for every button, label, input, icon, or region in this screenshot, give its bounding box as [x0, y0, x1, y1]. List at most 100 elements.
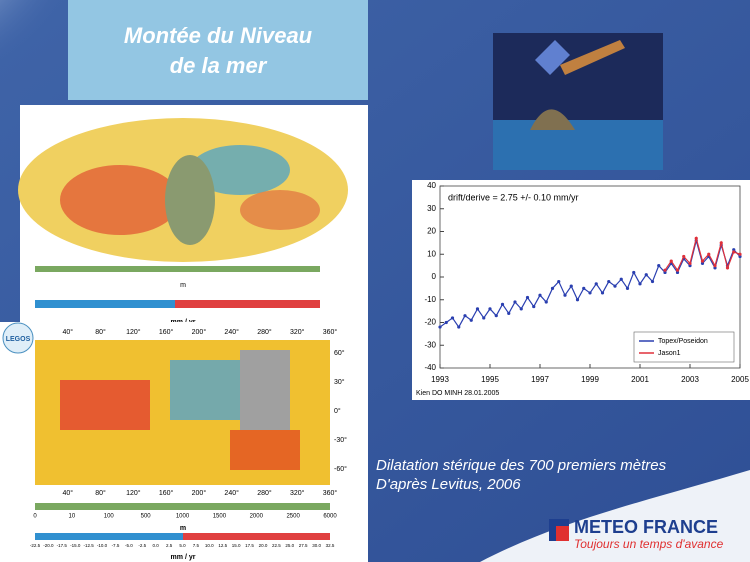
rate-label: -5.0	[125, 543, 133, 548]
map2-rate-bar	[183, 533, 330, 540]
lon-label: 40°	[62, 328, 73, 336]
series-point	[469, 318, 473, 322]
map2-blob	[230, 430, 300, 470]
series-point	[700, 261, 705, 265]
elev-label: 1000	[176, 514, 190, 520]
x-tick-label: 1995	[481, 375, 499, 384]
elev-label: 500	[141, 514, 152, 520]
x-tick-label: 1993	[431, 375, 449, 384]
series-point	[669, 259, 673, 263]
lon-label: 200°	[192, 489, 207, 497]
rate-label: -2.5	[138, 543, 146, 548]
y-tick-label: -10	[424, 295, 436, 304]
series-point	[694, 236, 698, 240]
rate-label: 12.5	[218, 543, 227, 548]
elev-label: 2000	[250, 514, 264, 520]
y-tick-label: 40	[427, 181, 436, 190]
rate-label: 7.5	[193, 543, 200, 548]
series-point	[594, 282, 598, 286]
rate-label: 17.5	[245, 543, 254, 548]
x-tick-label: 2003	[681, 375, 699, 384]
map2-land	[240, 350, 290, 430]
satellite-beam	[560, 40, 625, 75]
series-point	[494, 314, 498, 318]
lat-label: -60°	[334, 465, 347, 473]
rate-label: -12.5	[84, 543, 95, 548]
lon-label: 360°	[323, 489, 338, 497]
series-point	[588, 291, 592, 295]
caption: D'après Levitus, 2006	[376, 476, 521, 493]
chart: -40 -30 -20 -10 0 10 20 30 40 1993 1995 1997 1999 200…	[416, 181, 749, 397]
series-point	[688, 264, 692, 268]
y-tick-label: -20	[424, 318, 436, 327]
lon-label: 200°	[192, 328, 207, 336]
chart-panel	[412, 180, 750, 400]
map1-units: m	[180, 282, 186, 289]
series-point	[600, 291, 605, 295]
lon-label: 320°	[290, 489, 305, 497]
title: Montée du Niveau	[124, 23, 313, 48]
series-point	[725, 266, 730, 270]
series-point	[663, 270, 667, 275]
series-point	[507, 311, 511, 315]
map2-rate-bar	[35, 533, 183, 540]
rate-label: 10.0	[205, 543, 214, 548]
rate-label: 27.5	[299, 543, 308, 548]
rate-label: -20.0	[43, 543, 54, 548]
series-point	[644, 273, 648, 277]
lat-label: -30°	[334, 436, 347, 444]
logo-name: METEO FRANCE	[574, 517, 718, 537]
x-tick-label: 2005	[731, 375, 749, 384]
rate-label: -15.0	[70, 543, 81, 548]
series-point	[544, 300, 548, 304]
map2-elev-bar	[35, 503, 330, 510]
legend-label: Jason1	[658, 350, 681, 357]
map1-blob	[190, 145, 290, 195]
series-point	[713, 266, 717, 270]
rate-label: 2.5	[166, 543, 173, 548]
series-point	[719, 241, 723, 245]
series-point	[557, 279, 561, 284]
rate-label: -22.5	[30, 543, 41, 548]
elev-label: 100	[104, 514, 115, 520]
series-point	[575, 298, 580, 302]
y-tick-label: -30	[424, 340, 436, 349]
rate-label: 5.0	[179, 543, 186, 548]
series-point	[682, 254, 686, 259]
lon-label: 240°	[224, 489, 239, 497]
rate-label: 22.5	[272, 543, 281, 548]
lon-label: 160°	[159, 328, 174, 336]
logo-tagline: Toujours un temps d'avance	[574, 537, 724, 551]
x-tick-label: 2001	[631, 375, 649, 384]
series-point	[675, 270, 680, 275]
lon-label: 120°	[126, 328, 141, 336]
map1-blob	[60, 165, 180, 235]
series-point	[657, 264, 661, 268]
caption: Dilatation stérique des 700 premiers mèt…	[376, 457, 667, 474]
elev-label: 10	[69, 514, 76, 520]
lon-label: 320°	[290, 328, 305, 336]
series-point	[738, 252, 742, 256]
map1-blob	[240, 190, 320, 230]
series-point	[457, 325, 461, 329]
series-point	[563, 293, 567, 297]
map1-elev-bar	[35, 266, 320, 272]
map2-units: m	[180, 525, 186, 532]
map1-rate-bar	[35, 300, 175, 308]
satellite-island	[530, 109, 575, 130]
series-point	[650, 279, 655, 284]
legend-label: Topex/Poseidon	[658, 338, 708, 345]
series-point	[475, 307, 480, 311]
series-point	[632, 270, 636, 275]
lon-label: 120°	[126, 489, 141, 497]
annotation: drift/derive = 2.75 +/- 0.10 mm/yr	[448, 192, 579, 202]
logo-wave	[480, 470, 750, 562]
lon-label: 40°	[62, 489, 73, 497]
series-point	[732, 248, 736, 252]
y-tick-label: -40	[424, 363, 436, 372]
series-point	[607, 279, 611, 284]
rate-label: 0.0	[153, 543, 160, 548]
map2-units: mm / yr	[171, 554, 196, 561]
map2-blob	[170, 360, 250, 420]
series-point	[488, 307, 492, 311]
